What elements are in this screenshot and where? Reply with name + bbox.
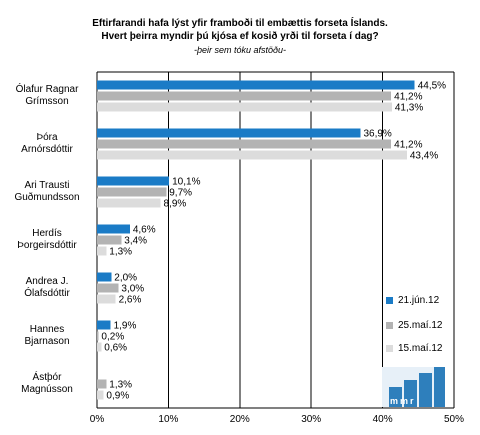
x-tick-label: 50% bbox=[444, 414, 464, 425]
legend-item: 25.maí.12 bbox=[386, 320, 442, 331]
legend-swatch bbox=[386, 297, 393, 304]
category-label-line: Herdís bbox=[32, 228, 62, 239]
bar-value-label: 41,3% bbox=[395, 103, 423, 114]
bar bbox=[97, 102, 392, 112]
x-tick-label: 20% bbox=[230, 414, 250, 425]
chart-title-line-1: Eftirfarandi hafa lýst yfir framboði til… bbox=[92, 18, 388, 29]
legend-swatch bbox=[386, 345, 393, 352]
bar-value-label: 4,6% bbox=[133, 225, 156, 236]
bar bbox=[97, 320, 111, 330]
category-label-line: Grímsson bbox=[25, 96, 69, 107]
bar bbox=[97, 176, 170, 186]
bar-value-label: 0,6% bbox=[104, 343, 127, 354]
category-label-line: Andrea J. bbox=[25, 276, 69, 287]
bar bbox=[97, 80, 415, 90]
chart-subtitle: -þeir sem tóku afstöðu- bbox=[193, 45, 287, 55]
category-label: Andrea J. Ólafsdóttir bbox=[2, 276, 92, 300]
bar-value-label: 9,7% bbox=[169, 188, 192, 199]
bar bbox=[97, 272, 112, 282]
legend-item: 21.jún.12 bbox=[386, 295, 439, 306]
bar-value-label: 0,9% bbox=[106, 391, 129, 402]
bar-value-label: 10,1% bbox=[172, 177, 200, 188]
mmr-logo: mmr bbox=[382, 367, 445, 407]
bar bbox=[97, 224, 130, 234]
legend-swatch bbox=[386, 322, 393, 329]
category-label-line: Arnórsdóttir bbox=[21, 144, 73, 155]
bar-value-label: 3,0% bbox=[121, 284, 144, 295]
category-label-line: Ólafsdóttir bbox=[24, 288, 70, 299]
category-label-line: Ari Trausti bbox=[24, 180, 70, 191]
category-label-line: Ástþór bbox=[32, 372, 62, 383]
bar bbox=[97, 187, 167, 197]
category-label-line: Hannes bbox=[29, 324, 65, 335]
bar bbox=[97, 150, 407, 160]
bar bbox=[97, 390, 104, 400]
bar bbox=[97, 91, 392, 101]
x-tick-label: 0% bbox=[90, 414, 105, 425]
legend-item: 15.maí.12 bbox=[386, 343, 442, 354]
category-label-line: Þorgeirsdóttir bbox=[17, 240, 77, 251]
category-label-line: Guðmundsson bbox=[14, 192, 80, 203]
bar bbox=[97, 246, 107, 256]
category-label-line: Magnússon bbox=[21, 384, 73, 395]
category-label: Hannes Bjarnason bbox=[2, 324, 92, 348]
bar-value-label: 1,3% bbox=[109, 247, 132, 258]
category-label: Ástþór Magnússon bbox=[2, 372, 92, 396]
bar bbox=[97, 235, 122, 245]
category-label: Ólafur Ragnar Grímsson bbox=[2, 84, 92, 108]
bar-value-label: 44,5% bbox=[418, 81, 446, 92]
bar-value-label: 2,0% bbox=[114, 273, 137, 284]
bar bbox=[97, 294, 116, 304]
category-label-line: Bjarnason bbox=[24, 336, 70, 347]
legend-label: 15.maí.12 bbox=[398, 343, 443, 354]
x-tick-label: 40% bbox=[373, 414, 393, 425]
bar-value-label: 41,2% bbox=[394, 92, 422, 103]
bar-value-label: 3,4% bbox=[124, 236, 147, 247]
bar-value-label: 1,3% bbox=[109, 380, 132, 391]
bar bbox=[97, 198, 161, 208]
bar bbox=[97, 139, 392, 149]
bar-value-label: 0,2% bbox=[101, 332, 124, 343]
bar bbox=[97, 128, 361, 138]
bar-value-label: 1,9% bbox=[114, 321, 137, 332]
bar bbox=[97, 283, 119, 293]
bar-value-label: 2,6% bbox=[119, 295, 142, 306]
bar bbox=[97, 379, 107, 389]
logo-text: mmr bbox=[390, 396, 416, 406]
chart-title-line-2: Hvert þeirra myndir þú kjósa ef kosið yr… bbox=[101, 31, 379, 42]
bar bbox=[97, 331, 99, 341]
bar-value-label: 43,4% bbox=[410, 151, 438, 162]
x-tick-label: 30% bbox=[301, 414, 321, 425]
category-label: Herdís Þorgeirsdóttir bbox=[2, 228, 92, 252]
x-tick-label: 10% bbox=[158, 414, 178, 425]
bar-value-label: 36,9% bbox=[363, 129, 391, 140]
legend-label: 21.jún.12 bbox=[398, 295, 440, 306]
legend-label: 25.maí.12 bbox=[398, 320, 443, 331]
category-label-line: Þóra bbox=[36, 132, 58, 143]
bar-value-label: 41,2% bbox=[394, 140, 422, 151]
category-label: Þóra Arnórsdóttir bbox=[2, 132, 92, 156]
bar bbox=[97, 342, 102, 352]
bar-value-label: 8,9% bbox=[164, 199, 187, 210]
category-label-line: Ólafur Ragnar bbox=[15, 84, 79, 95]
category-label: Ari Trausti Guðmundsson bbox=[2, 180, 92, 204]
